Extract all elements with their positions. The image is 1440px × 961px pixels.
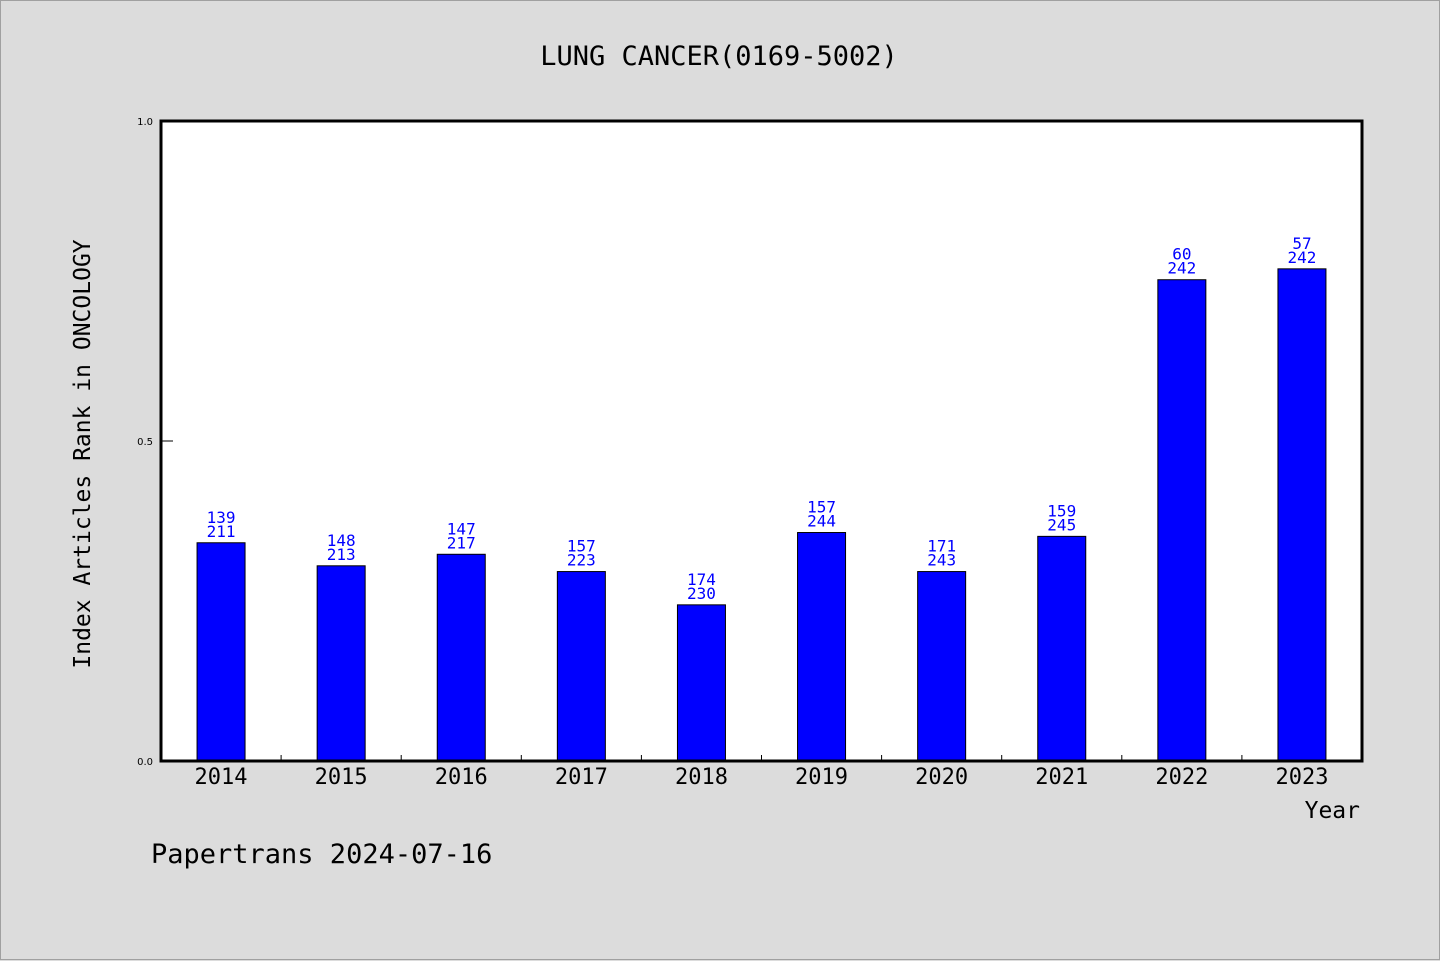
- data-label-bottom-2017: 223: [567, 551, 596, 570]
- y-tick-label-0: 0.0: [137, 757, 153, 768]
- data-label-top-2019: 157: [807, 498, 836, 517]
- data-label-top-2022: 60: [1172, 245, 1191, 264]
- bar-2017: [556, 571, 606, 762]
- y-tick-label-1: 0.5: [137, 437, 153, 448]
- x-axis: 2014 2015 2016 2017 2018 2019 2020 2021 2022 2023: [195, 755, 1328, 790]
- data-label-bottom-2022: 242: [1167, 259, 1196, 278]
- data-label-top-2017: 157: [567, 537, 596, 556]
- chart-title: LUNG CANCER(0169-5002): [540, 41, 898, 72]
- bar-2019: [797, 532, 847, 762]
- data-label-top-2015: 148: [327, 531, 356, 550]
- data-label-bottom-2023: 242: [1287, 248, 1316, 267]
- data-label-bottom-2015: 213: [327, 545, 356, 564]
- data-label-top-2018: 174: [687, 570, 716, 589]
- data-label-top-2020: 171: [927, 537, 956, 556]
- x-tick-label-2018: 2018: [675, 765, 728, 790]
- data-label-top-2021: 159: [1047, 501, 1076, 520]
- x-tick-label-2019: 2019: [795, 765, 848, 790]
- data-label-top-2023: 57: [1292, 234, 1311, 253]
- bar-2021: [1037, 535, 1087, 762]
- x-tick-label-2023: 2023: [1275, 765, 1328, 790]
- x-tick-label-2017: 2017: [555, 765, 608, 790]
- x-axis-label: Year: [1305, 798, 1360, 824]
- bar-2020: [917, 571, 967, 762]
- x-tick-label-2022: 2022: [1155, 765, 1208, 790]
- footer-watermark: Papertrans 2024-07-16: [151, 839, 492, 870]
- x-tick-label-2016: 2016: [435, 765, 488, 790]
- bars-layer: [196, 268, 1327, 762]
- data-label-top-2014: 139: [207, 508, 236, 527]
- bar-2016: [436, 553, 486, 762]
- bar-2014: [196, 542, 246, 762]
- bar-2015: [316, 565, 366, 762]
- data-label-bottom-2021: 245: [1047, 515, 1076, 534]
- data-label-bottom-2016: 217: [447, 533, 476, 552]
- x-tick-label-2015: 2015: [315, 765, 368, 790]
- data-label-bottom-2019: 244: [807, 512, 836, 531]
- data-label-bottom-2018: 230: [687, 584, 716, 603]
- y-axis-label: Index Articles Rank in ONCOLOGY: [70, 239, 96, 668]
- bar-2018: [676, 604, 726, 762]
- bar-2022: [1157, 279, 1207, 762]
- x-tick-label-2021: 2021: [1035, 765, 1088, 790]
- bar-2023: [1277, 268, 1327, 762]
- y-tick-label-2: 1.0: [137, 117, 153, 128]
- y-axis: 0.0 0.5 1.0: [137, 117, 173, 768]
- data-label-bottom-2020: 243: [927, 551, 956, 570]
- data-label-bottom-2014: 211: [207, 522, 236, 541]
- x-tick-label-2020: 2020: [915, 765, 968, 790]
- data-label-top-2016: 147: [447, 519, 476, 538]
- x-tick-label-2014: 2014: [195, 765, 248, 790]
